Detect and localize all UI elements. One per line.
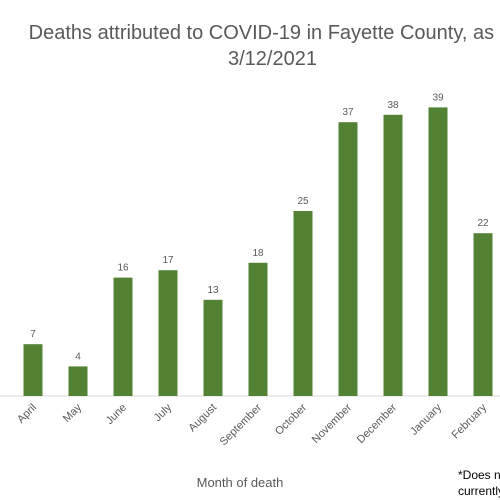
x-tick-label: October	[273, 401, 309, 437]
bar	[338, 122, 358, 396]
data-label: 25	[297, 196, 309, 207]
x-tick-label: September	[218, 401, 265, 448]
bar	[203, 299, 223, 396]
footnote-line-2: currently b	[458, 484, 500, 498]
x-tick-label: November	[310, 401, 355, 446]
x-tick-label: April	[15, 402, 39, 426]
bar	[158, 270, 178, 396]
bar	[68, 366, 88, 396]
data-label: 4	[75, 351, 81, 362]
chart-title: Deaths attributed to COVID-19 in Fayette…	[0, 20, 500, 72]
data-label: 17	[162, 255, 174, 266]
bar	[23, 344, 43, 396]
chart-title-line-1: Deaths attributed to COVID-19 in Fayette…	[28, 22, 500, 44]
footnote-line-1: *Does n	[458, 468, 500, 482]
x-tick-label: December	[355, 401, 400, 446]
x-axis-label: Month of death	[196, 475, 284, 490]
bar	[113, 277, 133, 396]
data-label: 18	[252, 248, 264, 259]
bar	[293, 211, 313, 396]
x-tick-label: January	[408, 401, 445, 438]
data-label: 16	[117, 263, 129, 274]
data-label: 13	[207, 285, 219, 296]
bar	[383, 114, 403, 397]
data-label: 7	[30, 329, 36, 340]
chart-title-line-2: 3/12/2021	[228, 48, 317, 70]
x-tick-label: May	[61, 401, 85, 425]
bar	[248, 262, 268, 396]
data-label: 39	[432, 92, 444, 103]
x-tick-label: July	[152, 401, 175, 424]
x-tick-label: June	[104, 402, 129, 427]
data-label: 38	[387, 100, 399, 111]
x-tick-label: February	[450, 401, 490, 441]
data-label: 22	[477, 218, 489, 229]
x-tick-label: August	[186, 402, 219, 435]
data-label: 37	[342, 107, 354, 118]
bar	[428, 107, 448, 397]
bar	[473, 233, 493, 396]
footnote: *Does n currently b	[458, 467, 500, 499]
